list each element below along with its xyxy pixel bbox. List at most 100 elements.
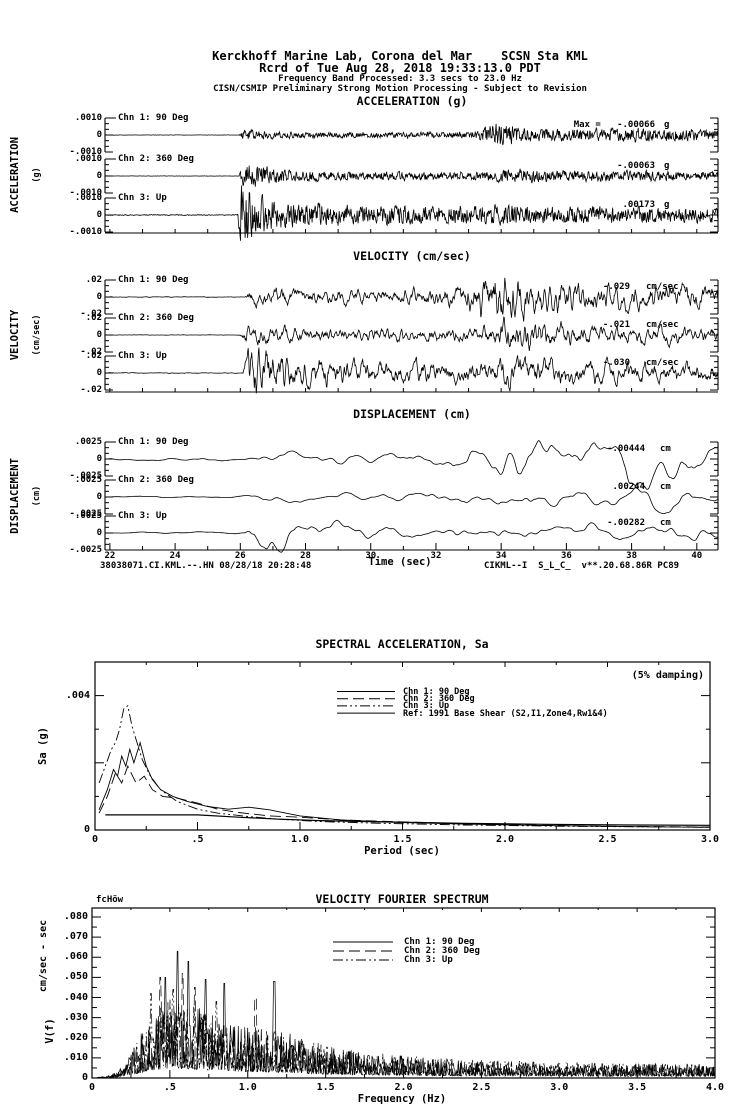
legend-label: Chn 3: Up bbox=[404, 955, 453, 965]
ytick-label: 0 bbox=[96, 528, 102, 538]
vf-ytick-label: .030 bbox=[63, 1011, 88, 1023]
sa-yaxis-label: Sa (g) bbox=[36, 727, 49, 765]
peak-value: -.00063 bbox=[617, 161, 655, 171]
ytick-label: .0010 bbox=[74, 193, 102, 203]
displacement-panel-title: DISPLACEMENT (cm) bbox=[353, 407, 471, 421]
displacement-axis-label: DISPLACEMENT bbox=[8, 458, 21, 534]
vf-ytick-label: .080 bbox=[63, 911, 88, 922]
legend-label: Chn 1: 90 Deg bbox=[403, 687, 470, 697]
vf-xtick-label: 0 bbox=[88, 1082, 96, 1093]
sa-xtick-label: 3.0 bbox=[700, 834, 720, 845]
vf-ytick-label: .010 bbox=[63, 1051, 88, 1063]
vf-ytick-label: .050 bbox=[63, 971, 88, 983]
ytick-label: .0025 bbox=[74, 511, 102, 521]
legend-label: Chn 3: Up bbox=[403, 701, 450, 712]
peak-unit: cm bbox=[660, 482, 671, 492]
acceleration-axis-units: (g) bbox=[31, 167, 42, 183]
ytick-label: .02 bbox=[85, 313, 102, 323]
ytick-label: 0 bbox=[96, 292, 102, 302]
ytick-label: -.0025 bbox=[69, 471, 102, 481]
time-tick-label: 28 bbox=[300, 551, 311, 561]
peak-value: -.00444 bbox=[607, 444, 645, 454]
frequency-axis-label: Frequency (Hz) bbox=[357, 1093, 447, 1105]
peak-value: -.00282 bbox=[607, 518, 645, 528]
fourier-plot-title: VELOCITY FOURIER SPECTRUM bbox=[315, 892, 489, 906]
ytick-label: -.0010 bbox=[69, 147, 102, 157]
ytick-label: .02 bbox=[85, 351, 102, 361]
ytick-label: -.0010 bbox=[69, 188, 102, 198]
ytick-label: .0025 bbox=[74, 437, 102, 447]
time-tick-label: 38 bbox=[626, 551, 637, 561]
time-tick-label: 22 bbox=[104, 551, 116, 561]
ytick-label: -.02 bbox=[80, 347, 102, 357]
vf-ytick-label: .040 bbox=[63, 991, 88, 1003]
sa-ytick-label: .004 bbox=[65, 689, 90, 701]
acceleration-axis-label: ACCELERATION bbox=[8, 137, 21, 213]
time-tick-label: 26 bbox=[234, 551, 246, 561]
period-axis-label: Period (sec) bbox=[364, 845, 440, 857]
time-tick-label: 34 bbox=[495, 551, 507, 561]
peak-unit: cm/sec bbox=[646, 320, 679, 330]
channel-label: Chn 2: 360 Deg bbox=[118, 154, 194, 164]
ytick-label: .0010 bbox=[74, 113, 102, 123]
vf-xtick-label: 3.0 bbox=[550, 1082, 569, 1093]
peak-value: .00244 bbox=[612, 482, 645, 492]
vf-ytick-label: .060 bbox=[63, 951, 88, 963]
processing-id-text: CIKML--I S_L_C_ v**.20.68.86R PC89 bbox=[484, 561, 680, 571]
sa-xtick-label: 1.5 bbox=[393, 834, 412, 845]
vf-xtick-label: 3.5 bbox=[628, 1082, 647, 1093]
peak-value: .00173 bbox=[622, 200, 655, 210]
vf-xtick-label: 4.0 bbox=[705, 1082, 725, 1093]
peak-value: -.029 bbox=[602, 282, 630, 292]
ytick-label: 0 bbox=[96, 210, 102, 220]
ytick-label: .02 bbox=[85, 275, 102, 285]
peak-value: Max = -.00066 bbox=[573, 120, 655, 130]
ytick-label: .0010 bbox=[74, 154, 102, 164]
channel-label: Chn 3: Up bbox=[118, 511, 167, 521]
peak-unit: cm/sec bbox=[646, 358, 679, 368]
station-title: Kerckhoff Marine Lab, Corona del Mar SCS… bbox=[212, 49, 588, 63]
ytick-label: -.0010 bbox=[69, 227, 102, 237]
record-id-text: 38038071.CI.KML.--.HN 08/28/18 20:28:48 bbox=[100, 561, 312, 571]
vf-xtick-label: .5 bbox=[163, 1082, 176, 1093]
ytick-label: 0 bbox=[96, 330, 102, 340]
time-axis-label: Time (sec) bbox=[368, 556, 432, 568]
peak-value: -.021 bbox=[602, 320, 630, 330]
ytick-label: 0 bbox=[96, 492, 102, 502]
vf-ytick-label: .070 bbox=[63, 931, 88, 943]
vf-yaxis-label: V(f) bbox=[43, 1018, 56, 1044]
velocity-panel-title: VELOCITY (cm/sec) bbox=[353, 249, 471, 263]
vf-xtick-label: 2.5 bbox=[472, 1082, 491, 1093]
time-tick-label: 30 bbox=[365, 551, 377, 561]
damping-note: (5% damping) bbox=[631, 670, 704, 681]
channel-label: Chn 1: 90 Deg bbox=[118, 275, 189, 285]
channel-label: Chn 1: 90 Deg bbox=[118, 437, 189, 447]
channel-label: Chn 2: 360 Deg bbox=[118, 475, 194, 485]
ytick-label: 0 bbox=[96, 171, 102, 181]
legend-label: Chn 1: 90 Deg bbox=[404, 937, 475, 947]
ytick-label: -.02 bbox=[80, 309, 102, 319]
channel-label: Chn 3: Up bbox=[118, 193, 167, 203]
sa-xtick-label: 2.5 bbox=[598, 834, 617, 845]
peak-unit: cm bbox=[660, 518, 671, 528]
vf-xtick-label: 1.5 bbox=[316, 1082, 335, 1093]
velocity-axis-label: VELOCITY bbox=[8, 309, 21, 361]
vf-xtick-label: 1.0 bbox=[238, 1082, 257, 1093]
ytick-label: 0 bbox=[96, 368, 102, 378]
acceleration-panel-title: ACCELERATION (g) bbox=[356, 94, 468, 108]
vf-yaxis-units: cm/sec - sec bbox=[38, 919, 49, 993]
sa-xtick-label: .5 bbox=[191, 834, 204, 845]
peak-unit: g bbox=[664, 200, 670, 210]
vf-ytick-label: .020 bbox=[63, 1031, 88, 1043]
peak-unit: cm bbox=[660, 444, 671, 454]
sa-xtick-label: 1.0 bbox=[290, 834, 310, 845]
vf-xtick-label: 2.0 bbox=[394, 1082, 413, 1093]
peak-unit: g bbox=[664, 161, 670, 171]
filter-corner-text: fcHöw bbox=[96, 895, 124, 905]
channel-label: Chn 1: 90 Deg bbox=[118, 113, 189, 123]
ytick-label: -.0025 bbox=[69, 545, 102, 555]
ytick-label: 0 bbox=[96, 130, 102, 140]
channel-label: Chn 3: Up bbox=[118, 351, 167, 361]
